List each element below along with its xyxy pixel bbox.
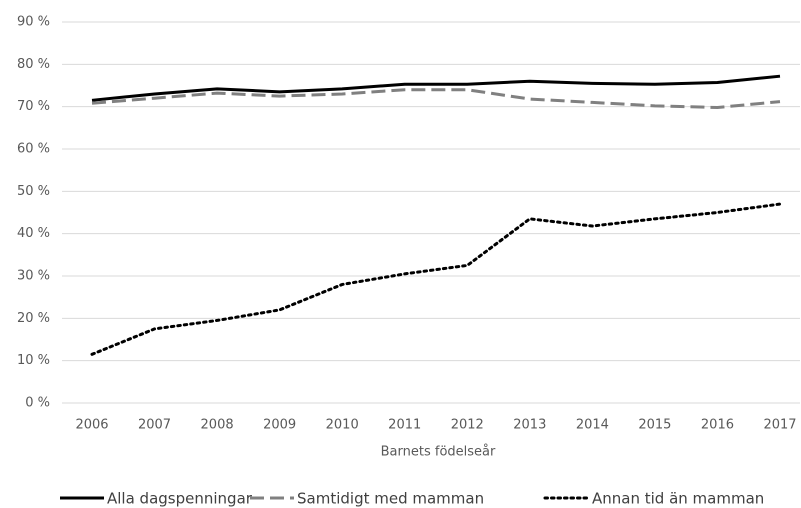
x-axis-label: Barnets födelseår	[381, 445, 496, 460]
legend-label: Annan tid än mamman	[592, 490, 764, 508]
x-tick-label: 2015	[638, 418, 671, 433]
x-tick-label: 2008	[201, 418, 234, 433]
series-line	[90, 202, 782, 356]
y-tick-label: 20 %	[17, 311, 50, 326]
x-tick-label: 2017	[763, 418, 796, 433]
x-tick-label: 2016	[701, 418, 734, 433]
y-tick-label: 0 %	[25, 396, 50, 411]
y-tick-label: 80 %	[17, 57, 50, 72]
x-tick-label: 2007	[138, 418, 171, 433]
x-tick-label: 2006	[75, 418, 108, 433]
y-tick-label: 70 %	[17, 99, 50, 114]
y-tick-label: 10 %	[17, 353, 50, 368]
y-tick-label: 30 %	[17, 269, 50, 284]
x-tick-label: 2014	[576, 418, 609, 433]
y-tick-label: 40 %	[17, 226, 50, 241]
x-tick-label: 2010	[326, 418, 359, 433]
legend-label: Alla dagspenningar	[107, 490, 253, 508]
series-line	[91, 74, 781, 102]
legend-label: Samtidigt med mamman	[297, 490, 484, 508]
y-tick-label: 60 %	[17, 142, 50, 157]
x-tick-label: 2013	[513, 418, 546, 433]
x-tick-label: 2011	[388, 418, 421, 433]
x-tick-label: 2009	[263, 418, 296, 433]
y-tick-label: 50 %	[17, 184, 50, 199]
y-tick-label: 90 %	[17, 15, 50, 30]
series-line	[91, 88, 781, 110]
x-tick-label: 2012	[451, 418, 484, 433]
